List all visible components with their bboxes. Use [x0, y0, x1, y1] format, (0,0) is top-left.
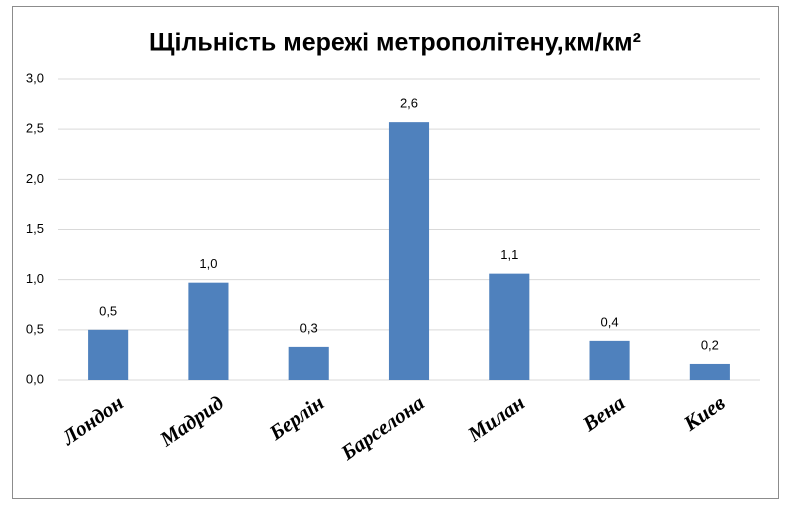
value-label: 2,6	[400, 96, 418, 111]
y-tick-label: 1,5	[26, 221, 44, 236]
bar	[489, 273, 530, 380]
y-tick-label: 3,0	[26, 70, 44, 85]
y-tick-label: 2,0	[26, 171, 44, 186]
value-label: 1,1	[500, 247, 518, 262]
value-label: 0,4	[601, 314, 619, 329]
bar	[88, 329, 129, 380]
y-tick-label: 0,0	[26, 371, 44, 386]
bar	[188, 282, 229, 380]
value-label: 0,2	[701, 337, 719, 352]
bar	[288, 346, 329, 380]
y-tick-label: 2,5	[26, 121, 44, 136]
bar	[689, 363, 730, 380]
y-tick-label: 0,5	[26, 321, 44, 336]
value-label: 0,5	[99, 303, 117, 318]
value-label: 0,3	[300, 320, 318, 335]
bar	[589, 340, 630, 380]
value-label: 1,0	[199, 256, 217, 271]
y-tick-label: 1,0	[26, 271, 44, 286]
bar	[388, 122, 430, 380]
chart-title: Щільність мережі метрополітену,км/км²	[149, 29, 641, 57]
